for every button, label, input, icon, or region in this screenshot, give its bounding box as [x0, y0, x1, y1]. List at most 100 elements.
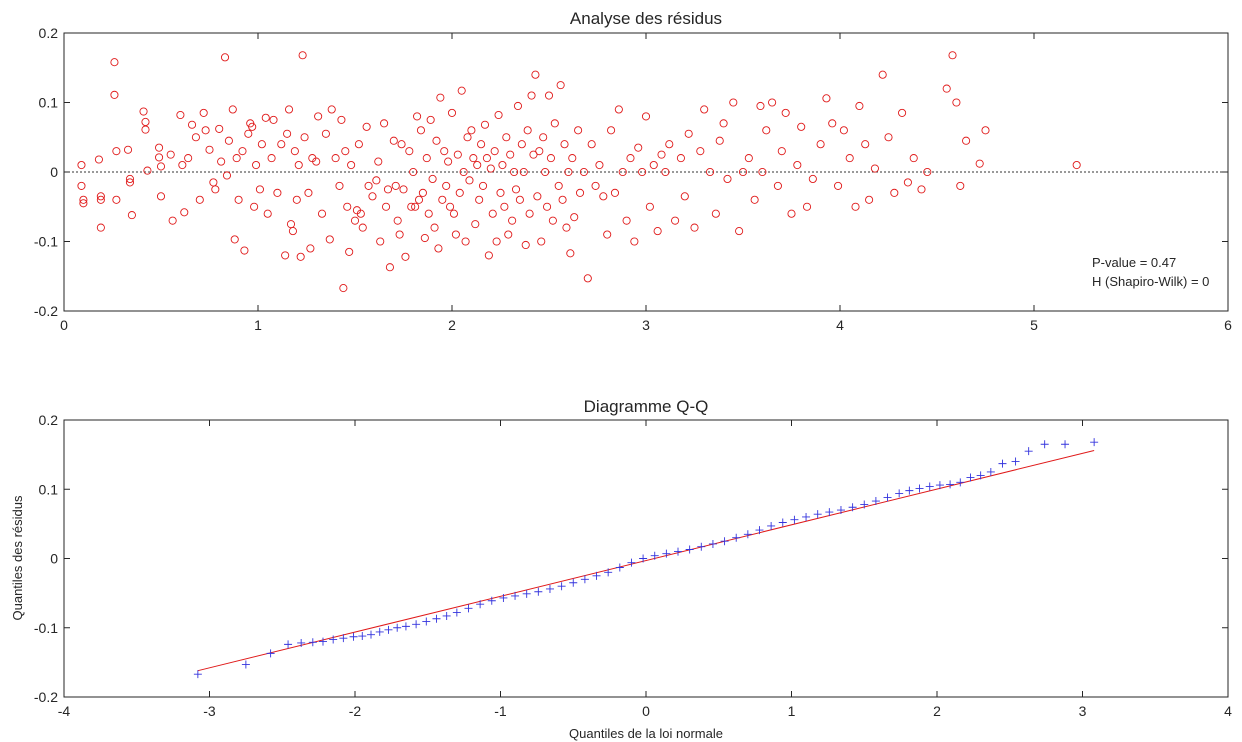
- residual-point: [607, 126, 616, 135]
- residual-point: [414, 195, 424, 204]
- residual-point: [508, 216, 517, 225]
- residual-point: [96, 192, 105, 201]
- residual-point: [232, 154, 241, 163]
- residual-point: [292, 195, 301, 204]
- residual-point: [952, 98, 961, 107]
- residual-point: [110, 90, 119, 99]
- qq-point: [499, 593, 508, 602]
- residual-point: [768, 98, 777, 107]
- residual-point: [962, 136, 971, 145]
- residual-point: [550, 119, 559, 128]
- residual-point: [851, 202, 860, 211]
- qq-point: [349, 632, 358, 641]
- residual-point: [610, 188, 620, 197]
- residual-point: [228, 105, 237, 114]
- residual-point: [942, 84, 951, 93]
- residual-point: [455, 188, 464, 197]
- residual-point: [139, 107, 148, 116]
- qq-point: [720, 537, 729, 546]
- residual-point: [220, 53, 230, 62]
- residual-point: [797, 122, 806, 131]
- residual-point: [816, 140, 825, 149]
- residual-point: [562, 223, 571, 232]
- residual-point: [638, 167, 647, 177]
- residual-point: [461, 237, 470, 246]
- residual-point: [575, 188, 585, 197]
- residual-point: [917, 185, 926, 194]
- qq-point: [662, 549, 671, 558]
- residual-point: [418, 188, 427, 197]
- residual-point: [143, 166, 152, 175]
- residual-point: [447, 108, 457, 117]
- residual-point: [822, 94, 831, 103]
- residual-point: [277, 140, 286, 149]
- residual-point: [407, 202, 416, 211]
- residual-point: [773, 181, 782, 190]
- qq-point: [452, 608, 461, 617]
- residual-point: [903, 178, 912, 187]
- residual-point: [506, 150, 515, 159]
- residual-point: [354, 140, 363, 149]
- residual-point: [290, 147, 299, 156]
- residual-point: [548, 216, 557, 225]
- residual-point: [463, 133, 472, 142]
- residual-point: [411, 202, 420, 211]
- residual-point: [325, 235, 334, 244]
- residual-point: [156, 162, 166, 171]
- residual-point: [758, 167, 767, 177]
- residual-point: [395, 230, 404, 239]
- residual-point: [283, 129, 292, 138]
- residual-point: [511, 185, 521, 194]
- qq-point: [905, 486, 914, 495]
- residual-point: [317, 209, 327, 218]
- residual-point: [376, 237, 385, 246]
- residual-point: [191, 133, 200, 142]
- residual-point: [446, 202, 455, 211]
- qq-point: [1024, 447, 1033, 456]
- residual-point: [510, 167, 519, 177]
- residual-point: [568, 154, 577, 163]
- residual-point: [449, 209, 458, 218]
- residual-point: [909, 154, 918, 163]
- residual-point: [802, 202, 812, 211]
- residual-point: [661, 167, 670, 177]
- qq-point: [650, 551, 659, 560]
- residual-point: [923, 167, 932, 177]
- qq-reference-line: [197, 449, 1095, 672]
- residual-point: [537, 237, 546, 246]
- y-tick-label: 0.1: [39, 95, 59, 111]
- qq-point: [871, 497, 880, 506]
- residual-point: [705, 167, 715, 177]
- residual-point: [358, 223, 367, 232]
- qq-point: [956, 478, 965, 487]
- residual-point: [222, 171, 232, 180]
- qq-point: [476, 600, 485, 609]
- residual-point: [399, 185, 408, 194]
- residual-point: [300, 133, 309, 142]
- residual-point: [438, 195, 447, 204]
- residual-point: [457, 86, 466, 95]
- residual-point: [201, 126, 210, 135]
- residual-point: [155, 153, 164, 162]
- residual-point: [314, 112, 323, 121]
- residual-point: [865, 195, 874, 204]
- qq-point: [384, 625, 393, 634]
- residual-point: [350, 216, 360, 225]
- residual-point: [240, 246, 249, 255]
- residual-point: [546, 154, 555, 163]
- qq-point: [836, 506, 845, 515]
- residual-point: [356, 209, 365, 218]
- residual-point: [587, 140, 596, 149]
- residual-point: [168, 216, 177, 225]
- residual-point: [298, 51, 307, 60]
- residual-point: [312, 157, 321, 166]
- x-tick-label: 0: [60, 317, 68, 333]
- residual-point: [141, 125, 150, 134]
- residual-point: [372, 176, 381, 185]
- residual-point: [155, 143, 164, 152]
- residual-point: [981, 126, 990, 135]
- qq-point: [935, 481, 944, 490]
- residual-point: [494, 110, 503, 120]
- qq-point: [825, 508, 834, 517]
- residual-point: [517, 140, 526, 149]
